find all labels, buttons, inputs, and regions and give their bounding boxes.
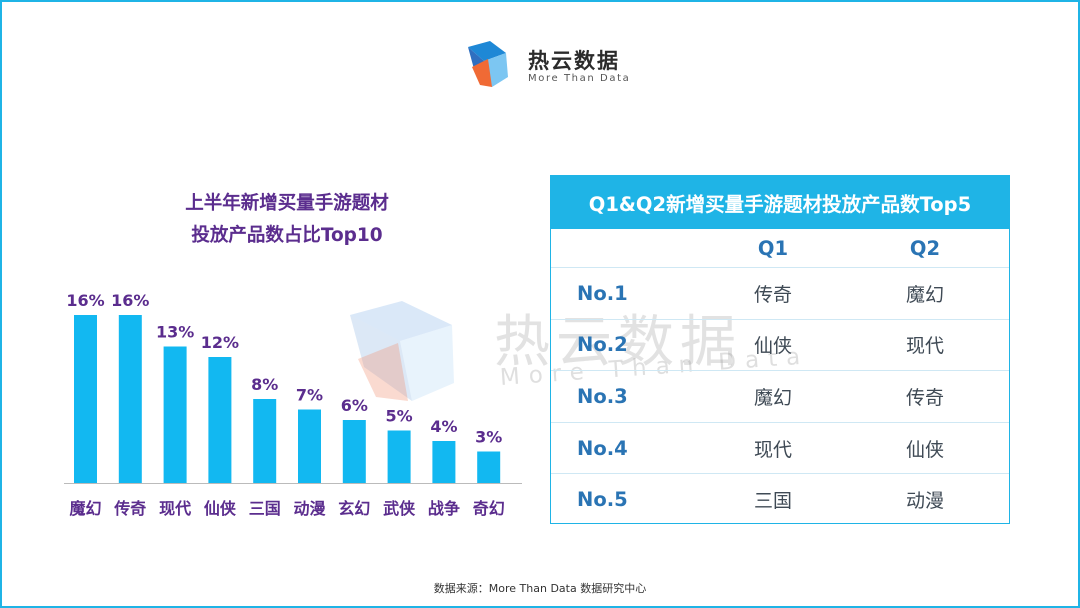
bar-value-label: 7% (296, 386, 323, 405)
rank-cell: No.3 (577, 384, 628, 408)
table-row: No.5 三国 动漫 (551, 473, 1009, 525)
bar-0 (74, 315, 97, 483)
chart-title-line2: 投放产品数占比Top10 (191, 225, 383, 246)
table-header-q1: Q1 (757, 236, 789, 260)
chart-title-line1: 上半年新增买量手游题材 (185, 193, 389, 214)
category-label: 战争 (428, 499, 460, 518)
bar-7 (387, 430, 411, 483)
rank-cell: No.2 (577, 333, 628, 357)
bar-1 (118, 315, 142, 483)
chart-title: 上半年新增买量手游题材 投放产品数占比Top10 (152, 188, 422, 252)
q2-cell: 动漫 (905, 490, 944, 513)
q1-cell: 传奇 (753, 283, 792, 306)
bar-value-label: 13% (156, 323, 194, 342)
table-row: No.4 现代 仙侠 (551, 421, 1009, 474)
bar-value-label: 6% (341, 396, 368, 415)
q1-cell: 三国 (753, 490, 792, 513)
rank-cell: No.5 (577, 488, 628, 512)
q2-cell: 魔幻 (905, 283, 944, 306)
category-label: 玄幻 (338, 499, 370, 518)
rank-cell: No.1 (577, 281, 628, 305)
category-label: 三国 (249, 499, 281, 518)
bar-value-label: 5% (386, 407, 413, 426)
bar-4 (253, 399, 277, 483)
q2-cell: 仙侠 (905, 438, 944, 461)
logo-tagline: More Than Data (528, 73, 631, 84)
category-label: 动漫 (293, 499, 325, 518)
top5-table: Q1&Q2新增买量手游题材投放产品数Top5 Q1 Q2 No.1 传奇 魔幻 … (550, 175, 1010, 524)
category-label: 武侠 (383, 499, 416, 518)
q2-cell: 现代 (905, 335, 944, 358)
q2-cell: 传奇 (905, 386, 944, 409)
table-row: No.2 仙侠 现代 (551, 318, 1009, 371)
bar-5 (298, 409, 321, 483)
bar-6 (342, 420, 366, 483)
logo-name: 热云数据 (528, 49, 620, 73)
category-label: 奇幻 (473, 499, 505, 518)
bar-3 (208, 357, 232, 483)
bar-8 (432, 441, 456, 483)
rank-cell: No.4 (577, 436, 628, 460)
bar-value-label: 12% (201, 333, 239, 352)
q1-cell: 仙侠 (753, 335, 792, 358)
table-row: No.3 魔幻 传奇 (551, 370, 1009, 422)
q1-cell: 现代 (753, 438, 792, 461)
brand-logo: 热云数据 More Than Data (466, 39, 656, 95)
bar-value-label: 16% (111, 291, 149, 310)
bar-value-label: 16% (66, 291, 104, 310)
watermark-name: 热云数据 (494, 310, 742, 375)
bar-value-label: 3% (475, 428, 502, 447)
table-header-q2: Q2 (909, 236, 941, 260)
bar-value-label: 8% (251, 375, 278, 394)
watermark: 热云数据 More Than Data (342, 297, 810, 417)
source-note: 数据来源：More Than Data 数据研究中心 (433, 582, 647, 595)
bar-value-label: 4% (430, 417, 457, 436)
table-header-row: Q1 Q2 (551, 229, 1009, 267)
category-label: 传奇 (113, 499, 146, 518)
bar-9 (477, 451, 501, 483)
watermark-cube-icon (350, 301, 454, 401)
bar-2 (163, 346, 187, 483)
table-title: Q1&Q2新增买量手游题材投放产品数Top5 (551, 176, 1009, 229)
logo-cube-icon (468, 41, 508, 87)
category-label: 仙侠 (204, 499, 237, 518)
category-label: 现代 (159, 499, 191, 518)
bar-chart: 16% 魔幻 16% 传奇 13% 现代 12% 仙侠 8% 三国 7% 动漫 6% 玄幻 5% 武侠 4% 战争… (64, 291, 522, 518)
q1-cell: 魔幻 (753, 386, 792, 409)
category-label: 魔幻 (69, 499, 101, 518)
table-row: No.1 传奇 魔幻 (551, 267, 1009, 319)
